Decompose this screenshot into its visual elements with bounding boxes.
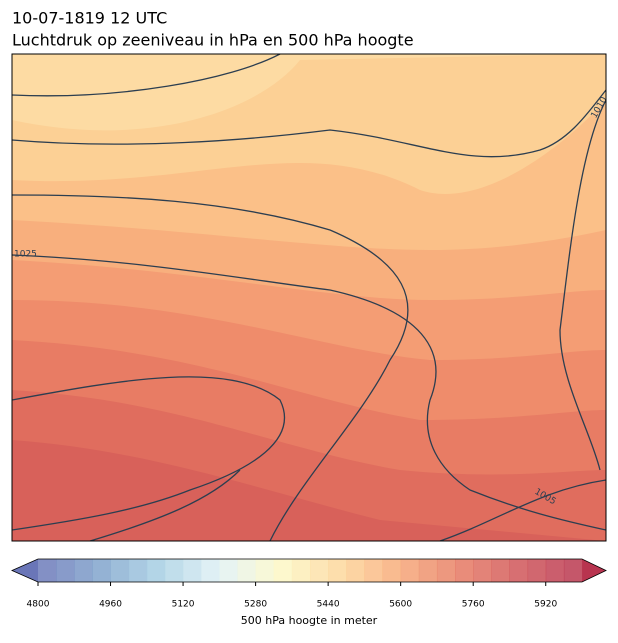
color-band bbox=[455, 559, 474, 582]
color-band bbox=[146, 559, 166, 582]
tick-label: 4800 bbox=[27, 600, 50, 610]
color-band bbox=[128, 559, 148, 582]
color-band bbox=[255, 559, 275, 582]
color-band bbox=[545, 559, 565, 582]
tick-label: 4960 bbox=[99, 600, 122, 610]
tick-label: 5920 bbox=[534, 600, 557, 610]
map-frame bbox=[11, 53, 607, 542]
colorbar: 4800 4960 5120 5280 5440 5600 5760 5920 bbox=[11, 558, 607, 610]
color-band bbox=[237, 559, 257, 582]
color-band bbox=[291, 559, 311, 582]
tick-label: 5440 bbox=[317, 600, 340, 610]
color-band bbox=[38, 559, 57, 582]
tick-label: 5600 bbox=[389, 600, 412, 610]
color-band bbox=[74, 559, 93, 582]
color-band bbox=[364, 559, 384, 582]
color-band bbox=[400, 559, 420, 582]
contour-label: 1025 bbox=[14, 250, 37, 260]
color-band bbox=[436, 559, 456, 582]
color-band bbox=[56, 559, 75, 582]
color-band bbox=[310, 559, 329, 582]
contours bbox=[12, 54, 606, 541]
color-band bbox=[473, 559, 492, 582]
map: 1025 1010 1005 bbox=[12, 54, 606, 541]
color-band bbox=[418, 559, 438, 582]
tick-label: 5280 bbox=[244, 600, 267, 610]
extend-high bbox=[582, 559, 606, 582]
title: 10-07-1819 12 UTC bbox=[12, 9, 167, 28]
color-band bbox=[219, 559, 238, 582]
color-band bbox=[509, 559, 529, 582]
subtitle: Luchtdruk op zeeniveau in hPa en 500 hPa… bbox=[12, 31, 414, 50]
colorbar-label: 500 hPa hoogte in meter bbox=[241, 614, 378, 627]
tick-label: 5120 bbox=[172, 600, 195, 610]
color-band bbox=[110, 559, 130, 582]
color-band bbox=[164, 559, 184, 582]
color-band bbox=[328, 559, 347, 582]
color-band bbox=[183, 559, 202, 582]
color-band bbox=[491, 559, 510, 582]
color-band bbox=[382, 559, 402, 582]
tick-label: 5760 bbox=[462, 600, 485, 610]
color-band bbox=[273, 559, 293, 582]
extend-low bbox=[12, 559, 38, 582]
color-band bbox=[563, 559, 583, 582]
color-band bbox=[201, 559, 220, 582]
color-band bbox=[527, 559, 547, 582]
color-band bbox=[346, 559, 365, 582]
color-band bbox=[92, 559, 112, 582]
